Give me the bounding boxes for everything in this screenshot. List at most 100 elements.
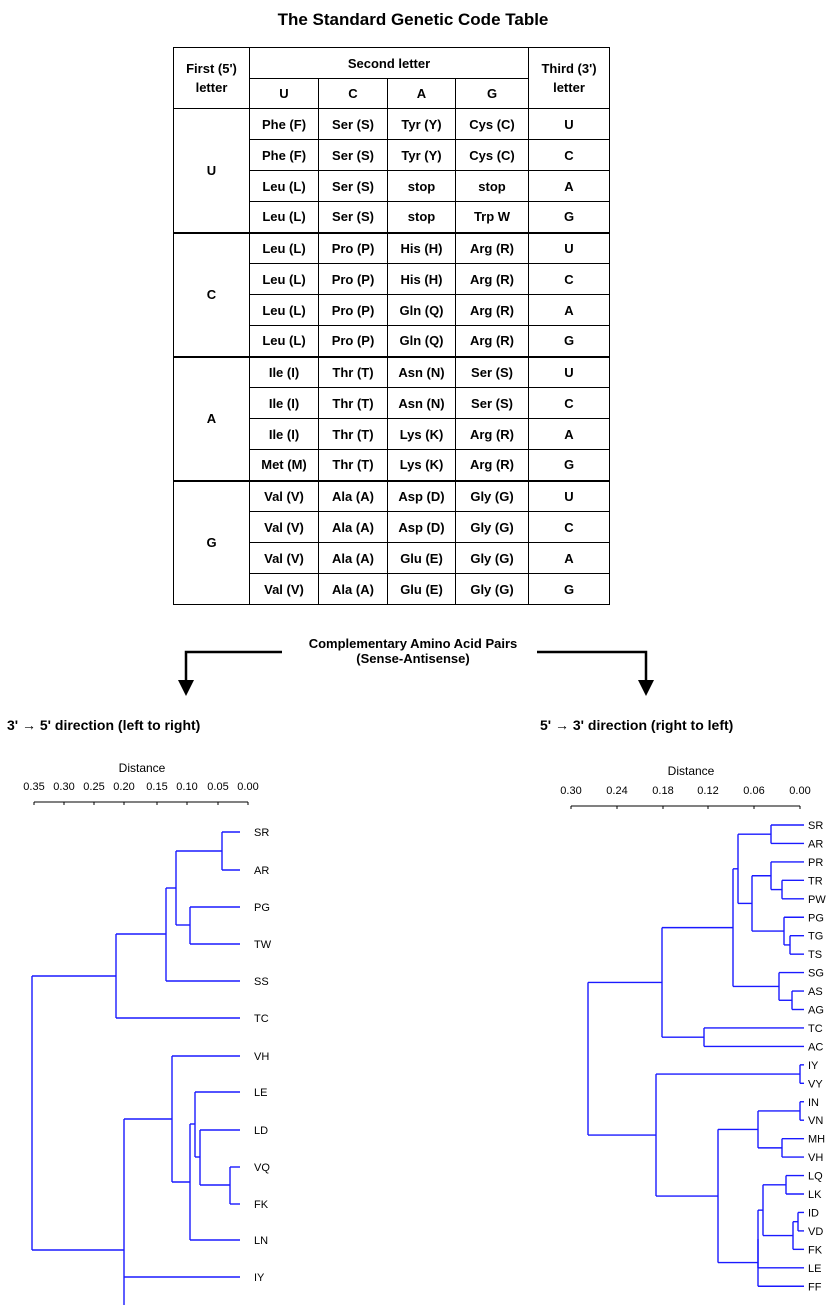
codon-cell: Gln (Q) <box>387 294 456 326</box>
left-tree: SRARPGTWSSTCVHLELDVQFKLNIYMY <box>31 827 272 1305</box>
leaf-label: VH <box>254 1051 269 1063</box>
axis-tick-label: 0.35 <box>23 781 44 793</box>
table-row: Phe (F) Ser (S) Tyr (Y) Cys (C) C <box>174 139 610 171</box>
left-axis: 0.35 0.30 0.25 0.20 0.15 0.10 0.05 0.00 <box>23 781 259 805</box>
third-letter-cell: G <box>528 449 610 482</box>
pairs-caption: Complementary Amino Acid Pairs (Sense-An… <box>238 636 588 666</box>
table-row: Val (V) Ala (A) Glu (E) Gly (G) G <box>174 573 610 605</box>
table-row: Ile (I) Thr (T) Asn (N) Ser (S) C <box>174 387 610 419</box>
leaf-label: PR <box>808 857 823 869</box>
codon-cell: Glu (E) <box>387 542 456 574</box>
codon-cell: Thr (T) <box>318 449 388 482</box>
left-dendrogram: 3' → 5' direction (left to right) Distan… <box>7 720 272 1305</box>
axis-tick-label: 0.18 <box>652 785 673 797</box>
codon-cell: Asn (N) <box>387 356 456 388</box>
third-letter-cell: U <box>528 480 610 512</box>
table-row: Met (M) Thr (T) Lys (K) Arg (R) G <box>174 449 610 482</box>
axis-tick-label: 0.06 <box>743 785 764 797</box>
second-letter-c: C <box>318 78 388 109</box>
codon-cell: Asp (D) <box>387 511 456 543</box>
codon-cell: Arg (R) <box>455 294 529 326</box>
pairs-connector: Complementary Amino Acid Pairs (Sense-An… <box>0 630 826 710</box>
table-row: A Ile (I) Thr (T) Asn (N) Ser (S) U <box>173 356 610 482</box>
codon-cell: Ala (A) <box>318 542 388 574</box>
axis-tick-label: 0.05 <box>207 781 228 793</box>
third-letter-cell: G <box>528 573 610 605</box>
leaf-label: LE <box>254 1087 267 1099</box>
codon-cell: Val (V) <box>249 480 319 512</box>
codon-cell: Ser (S) <box>318 139 388 171</box>
right-panel-heading: 5' → 3' direction (right to left) <box>540 720 733 733</box>
leaf-label: ID <box>808 1207 819 1219</box>
codon-cell: Pro (P) <box>318 294 388 326</box>
leaf-label: TS <box>808 949 822 961</box>
codon-cell: Ser (S) <box>318 201 388 234</box>
axis-tick-label: 0.20 <box>113 781 134 793</box>
left-axis-title: Distance <box>119 761 166 775</box>
codon-cell: Ser (S) <box>455 356 529 388</box>
first-letter-cell: U <box>173 108 250 234</box>
leaf-label: VD <box>808 1226 823 1238</box>
leaf-label: LD <box>254 1125 268 1137</box>
leaf-label: MH <box>808 1134 825 1146</box>
second-letter-a: A <box>387 78 456 109</box>
codon-cell: Val (V) <box>249 511 319 543</box>
leaf-label: SS <box>254 976 269 988</box>
right-axis-title: Distance <box>668 764 715 778</box>
codon-cell: Pro (P) <box>318 325 388 358</box>
axis-tick-label: 0.24 <box>606 785 627 797</box>
codon-cell: His (H) <box>387 232 456 264</box>
connector-arrows <box>178 650 654 696</box>
leaf-label: TR <box>808 875 823 887</box>
leaf-label: AR <box>808 838 823 850</box>
codon-cell: Leu (L) <box>249 170 319 202</box>
codon-cell: Thr (T) <box>318 356 388 388</box>
codon-cell: Glu (E) <box>387 573 456 605</box>
codon-cell: Met (M) <box>249 449 319 482</box>
table-row: Leu (L) Ser (S) stop stop A <box>174 170 610 202</box>
codon-cell: Tyr (Y) <box>387 139 456 171</box>
codon-cell: Thr (T) <box>318 387 388 419</box>
codon-cell: Ile (I) <box>249 356 319 388</box>
codon-cell: Leu (L) <box>249 232 319 264</box>
codon-cell: Phe (F) <box>249 139 319 171</box>
codon-cell: Thr (T) <box>318 418 388 450</box>
codon-cell: Leu (L) <box>249 325 319 358</box>
leaf-label: IY <box>808 1060 819 1072</box>
codon-cell: Pro (P) <box>318 263 388 295</box>
codon-cell: Val (V) <box>249 542 319 574</box>
leaf-label: SG <box>808 968 824 980</box>
leaf-label: IN <box>808 1097 819 1109</box>
leaf-label: VN <box>808 1115 823 1127</box>
codon-cell: Asp (D) <box>387 480 456 512</box>
right-arrowhead <box>638 680 654 696</box>
codon-cell: Gln (Q) <box>387 325 456 358</box>
codon-cell: Val (V) <box>249 573 319 605</box>
codon-cell: Ile (I) <box>249 418 319 450</box>
codon-cell: Gly (G) <box>455 511 529 543</box>
leaf-label: PG <box>808 912 824 924</box>
table-row: G Val (V) Ala (A) Asp (D) Gly (G) U <box>173 480 610 605</box>
axis-tick-label: 0.15 <box>146 781 167 793</box>
third-letter-cell: C <box>528 511 610 543</box>
leaf-label: FK <box>808 1244 823 1256</box>
second-letter-header: Second letter <box>249 47 529 79</box>
codon-cell: Lys (K) <box>387 449 456 482</box>
third-letter-cell: U <box>528 232 610 264</box>
third-letter-cell: A <box>528 542 610 574</box>
left-connector-line <box>184 650 282 682</box>
codon-cell: Arg (R) <box>455 418 529 450</box>
leaf-label: FK <box>254 1199 269 1211</box>
leaf-label: SR <box>254 827 269 839</box>
codon-cell: Ala (A) <box>318 511 388 543</box>
right-tree: SR AR PR TR PW PG TG TS SG AS AG TC AC IY VY IN VN MH VH LQ… <box>587 820 826 1293</box>
right-connector-line <box>537 650 648 682</box>
codon-cell: Gly (G) <box>455 573 529 605</box>
third-letter-cell: G <box>528 201 610 234</box>
axis-tick-label: 0.10 <box>176 781 197 793</box>
codon-cell: Asn (N) <box>387 387 456 419</box>
table-row: Leu (L) Pro (P) His (H) Arg (R) C <box>174 263 610 295</box>
leaf-label: TC <box>254 1013 269 1025</box>
leaf-label: LK <box>808 1189 822 1201</box>
